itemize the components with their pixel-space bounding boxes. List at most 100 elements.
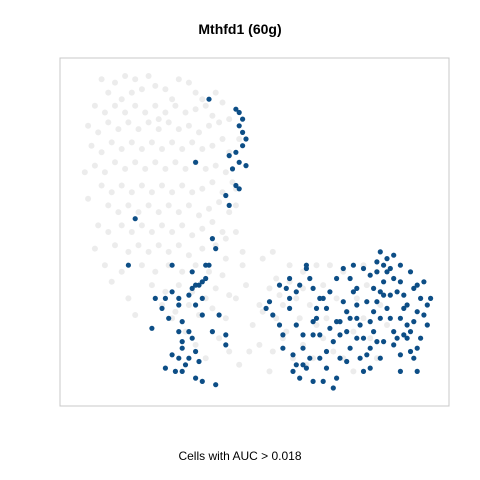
background-point-193 <box>236 136 243 142</box>
highlight-point-46 <box>182 362 189 368</box>
highlight-point-126 <box>387 265 393 272</box>
highlight-point-96 <box>344 309 350 315</box>
background-point-30 <box>105 119 112 126</box>
highlight-point-39 <box>176 329 182 335</box>
highlight-point-148 <box>347 345 353 351</box>
background-point-37 <box>175 126 182 133</box>
highlight-point-125 <box>381 262 387 268</box>
background-point-215 <box>266 368 273 375</box>
highlight-point-90 <box>327 325 333 331</box>
highlight-point-166 <box>320 295 326 301</box>
background-point-106 <box>179 222 186 229</box>
highlight-point-62 <box>186 329 192 335</box>
highlight-point-73 <box>280 332 286 338</box>
background-point-28 <box>85 122 92 129</box>
background-point-50 <box>169 139 176 146</box>
highlight-point-28 <box>193 282 199 288</box>
background-point-157 <box>269 348 276 355</box>
background-point-178 <box>320 282 327 289</box>
highlight-point-69 <box>266 299 273 305</box>
background-point-91 <box>165 202 172 209</box>
background-point-58 <box>101 169 108 176</box>
background-point-48 <box>148 139 155 146</box>
background-point-199 <box>81 169 88 176</box>
highlight-point-33 <box>199 312 205 318</box>
background-point-33 <box>135 126 142 133</box>
background-point-62 <box>142 165 149 172</box>
background-point-142 <box>232 295 239 302</box>
background-point-198 <box>155 116 162 123</box>
highlight-point-173 <box>384 256 390 262</box>
highlight-point-180 <box>424 302 430 308</box>
highlight-point-122 <box>394 289 400 295</box>
background-point-87 <box>125 202 132 209</box>
highlight-point-57 <box>199 295 205 301</box>
highlight-point-38 <box>149 325 155 331</box>
highlight-point-54 <box>172 368 178 374</box>
highlight-point-48 <box>196 358 202 365</box>
background-point-53 <box>199 146 206 152</box>
background-point-183 <box>216 335 223 342</box>
background-point-44 <box>108 139 115 146</box>
highlight-point-169 <box>350 262 356 268</box>
background-point-131 <box>175 282 182 289</box>
highlight-point-143 <box>381 339 387 345</box>
highlight-point-7 <box>240 143 246 149</box>
background-point-1 <box>112 79 118 86</box>
background-point-68 <box>202 165 209 172</box>
plot-panel-frame <box>59 57 450 407</box>
background-point-41 <box>216 119 223 126</box>
background-point-47 <box>138 146 145 152</box>
background-point-111 <box>112 242 118 249</box>
highlight-point-35 <box>166 315 172 321</box>
highlight-point-128 <box>407 269 414 275</box>
background-point-145 <box>266 285 273 292</box>
highlight-point-158 <box>293 322 299 328</box>
background-point-18 <box>122 109 129 116</box>
highlight-point-18 <box>209 236 215 242</box>
background-point-206 <box>118 268 125 275</box>
background-point-175 <box>300 268 306 275</box>
background-point-46 <box>128 139 135 146</box>
highlight-point-135 <box>414 345 420 351</box>
background-point-69 <box>212 162 219 169</box>
highlight-point-129 <box>411 285 417 291</box>
highlight-point-66 <box>303 265 309 272</box>
highlight-point-145 <box>377 355 383 361</box>
highlight-point-10 <box>243 163 249 169</box>
background-point-123 <box>152 268 159 275</box>
highlight-point-60 <box>176 302 182 308</box>
background-point-204 <box>125 295 132 302</box>
chart-title: Mthfd1 (60g) <box>198 21 282 37</box>
highlight-point-84 <box>313 315 320 321</box>
background-point-4 <box>145 73 152 79</box>
background-point-203 <box>108 278 115 285</box>
highlight-point-81 <box>310 332 316 338</box>
highlight-point-131 <box>418 295 424 301</box>
background-point-23 <box>172 102 179 109</box>
background-point-26 <box>202 102 209 109</box>
background-point-71 <box>229 179 236 186</box>
background-point-105 <box>169 229 176 235</box>
background-point-129 <box>148 282 155 289</box>
highlight-point-153 <box>320 378 326 384</box>
highlight-point-41 <box>209 329 215 335</box>
background-point-6 <box>105 89 112 96</box>
highlight-point-74 <box>280 345 286 351</box>
highlight-point-86 <box>300 362 306 368</box>
background-point-191 <box>232 202 239 209</box>
highlight-point-113 <box>384 305 390 311</box>
background-point-13 <box>192 89 199 96</box>
background-point-21 <box>152 102 159 109</box>
background-point-29 <box>95 129 102 136</box>
background-point-134 <box>212 285 219 292</box>
highlight-point-8 <box>233 149 239 155</box>
highlight-point-138 <box>407 348 414 355</box>
highlight-point-120 <box>401 292 407 298</box>
background-point-174 <box>286 262 293 269</box>
background-point-213 <box>350 368 357 375</box>
background-point-130 <box>162 288 169 295</box>
highlight-point-127 <box>397 262 403 268</box>
highlight-point-167 <box>334 275 340 282</box>
highlight-point-116 <box>394 335 400 341</box>
